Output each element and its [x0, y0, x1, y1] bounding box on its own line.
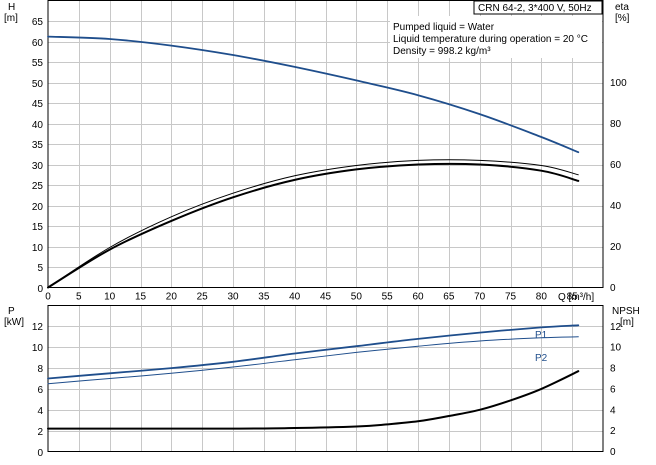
- top-left-tick-label: 60: [32, 38, 44, 49]
- x-tick-label: 50: [351, 292, 363, 303]
- bottom-grid: [48, 305, 603, 452]
- x-tick-label: 30: [227, 292, 239, 303]
- bottom-right-tick-label: 12: [610, 322, 622, 333]
- series-line-eta-2: [47, 159, 579, 288]
- bottom-left-tick-label: 12: [32, 322, 44, 333]
- x-tick-label: 35: [258, 292, 270, 303]
- p-axis-unit: [kW]: [4, 317, 24, 328]
- annotation-liquid-temperature: Liquid temperature during operation = 20…: [393, 34, 588, 45]
- h-axis-unit: [m]: [4, 13, 18, 24]
- top-left-tick-label: 50: [32, 79, 44, 90]
- series-line-h: [47, 35, 580, 154]
- x-tick-label: 5: [76, 292, 82, 303]
- top-left-tick-label: 55: [32, 58, 44, 69]
- x-tick-label: 0: [45, 292, 51, 303]
- bottom-right-tick-label: 10: [610, 343, 622, 354]
- bottom-left-tick-label: 0: [37, 448, 43, 459]
- title-box: [473, 0, 603, 15]
- chart-title: CRN 64-2, 3*400 V, 50Hz: [478, 3, 592, 14]
- bottom-left-tick-label: 10: [32, 343, 44, 354]
- legend-p1: P1: [535, 330, 548, 341]
- x-tick-label: 80: [536, 292, 548, 303]
- series-line-p2: [47, 336, 579, 385]
- npsh-axis-unit: [m]: [620, 317, 634, 328]
- top-right-tick-label: 60: [610, 160, 622, 171]
- bottom-left-tick-label: 2: [37, 427, 43, 438]
- top-left-tick-label: 35: [32, 140, 44, 151]
- top-series: [47, 35, 580, 289]
- top-right-tick-label: 0: [610, 283, 616, 294]
- x-tick-label: 45: [320, 292, 332, 303]
- top-right-tick-label: 100: [610, 78, 627, 89]
- bottom-ticks: 0 2 4 6 8 10 12 0 2 4 6 8 10 12: [32, 322, 622, 459]
- x-tick-label: 20: [166, 292, 178, 303]
- top-plot-frame: [47, 0, 604, 288]
- top-left-tick-label: 45: [32, 99, 44, 110]
- x-tick-label: 25: [197, 292, 209, 303]
- npsh-axis-name: NPSH: [612, 306, 640, 317]
- h-axis-name: H: [8, 2, 15, 13]
- x-tick-label: 40: [289, 292, 301, 303]
- eta-axis-name: eta: [615, 2, 629, 13]
- bottom-left-tick-label: 4: [37, 406, 43, 417]
- bottom-series: [47, 324, 580, 430]
- x-tick-label: 55: [382, 292, 394, 303]
- top-right-tick-label: 40: [610, 201, 622, 212]
- top-left-tick-label: 25: [32, 181, 44, 192]
- series-line-npsh: [47, 370, 580, 430]
- annotation-density: Density = 998.2 kg/m³: [393, 46, 491, 57]
- x-axis-label: Q [m³/h]: [558, 292, 594, 303]
- legend-p2: P2: [535, 353, 548, 364]
- annotation-bg: [390, 16, 602, 58]
- bottom-right-tick-label: 6: [610, 384, 616, 395]
- top-left-tick-label: 0: [37, 284, 43, 295]
- x-tick-label: 15: [135, 292, 147, 303]
- top-ticks: 0 5 10 15 20 25 30 35 40 45 50 55 60 65 0 20 40 60 80 100 0 5…: [32, 17, 627, 303]
- series-line-p1: [47, 324, 580, 380]
- annotation-pumped-liquid: Pumped liquid = Water: [393, 22, 495, 33]
- x-tick-label: 85: [567, 292, 579, 303]
- bottom-right-tick-label: 0: [610, 447, 616, 458]
- bottom-right-tick-label: 2: [610, 426, 616, 437]
- x-tick-label: 65: [443, 292, 455, 303]
- top-left-tick-label: 5: [37, 263, 43, 274]
- series-line-eta-1: [47, 162, 580, 289]
- bottom-right-tick-label: 8: [610, 364, 616, 375]
- x-tick-label: 70: [474, 292, 486, 303]
- top-left-tick-label: 40: [32, 120, 44, 131]
- top-left-tick-label: 65: [32, 17, 44, 28]
- bottom-left-tick-label: 8: [37, 364, 43, 375]
- top-left-tick-label: 10: [32, 243, 44, 254]
- eta-axis-unit: [%]: [615, 13, 630, 24]
- bottom-left-tick-label: 6: [37, 385, 43, 396]
- top-left-tick-label: 15: [32, 222, 44, 233]
- top-left-tick-label: 20: [32, 202, 44, 213]
- top-right-tick-label: 20: [610, 242, 622, 253]
- x-tick-label: 60: [412, 292, 424, 303]
- top-right-tick-label: 80: [610, 119, 622, 130]
- x-tick-label: 10: [104, 292, 116, 303]
- p-axis-name: P: [8, 306, 15, 317]
- top-left-tick-label: 30: [32, 161, 44, 172]
- x-tick-label: 75: [505, 292, 517, 303]
- bottom-right-tick-label: 4: [610, 405, 616, 416]
